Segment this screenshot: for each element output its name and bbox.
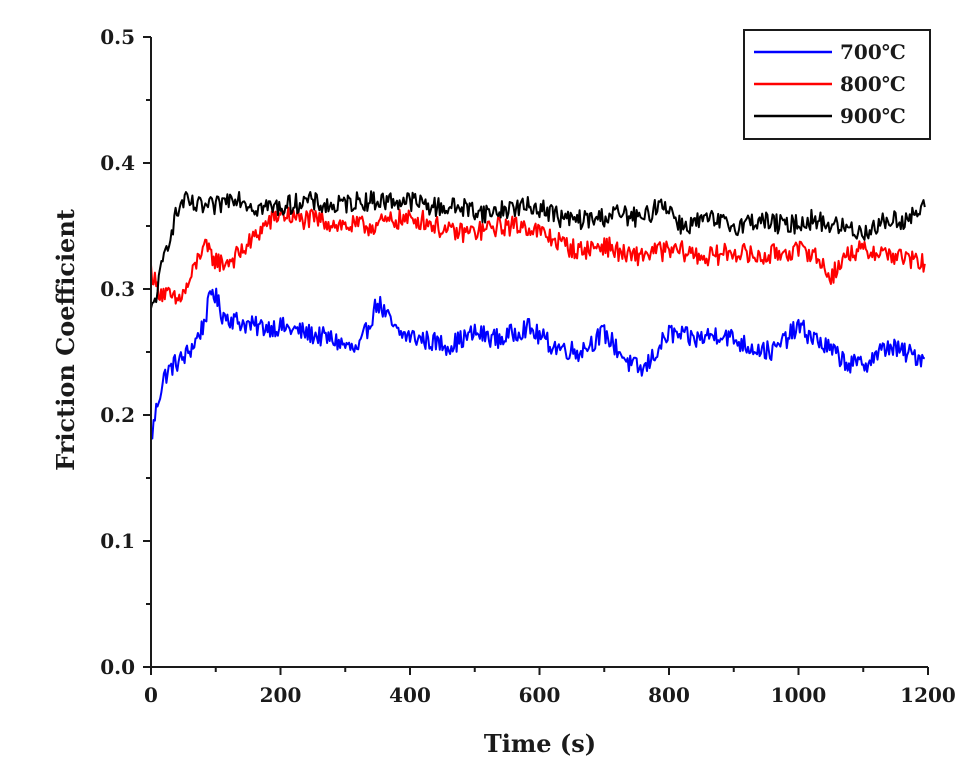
x-tick-label: 1200 — [900, 683, 956, 707]
series-line-2 — [150, 206, 926, 305]
series-line-1 — [150, 287, 925, 440]
y-tick-label: 0.1 — [100, 529, 135, 553]
y-axis-title: Friction Coefficient — [51, 209, 80, 471]
legend-label-1: 700℃ — [840, 40, 906, 64]
x-tick-label: 1000 — [771, 683, 827, 707]
legend-label-3: 900℃ — [840, 104, 906, 128]
y-tick-label: 0.3 — [100, 277, 135, 301]
legend-label-2: 800℃ — [840, 72, 906, 96]
y-ticks: 0.0 0.1 0.2 0.3 0.4 0.5 — [100, 25, 151, 679]
legend: 700℃ 800℃ 900℃ — [743, 29, 931, 140]
series-line-3 — [150, 190, 926, 309]
x-tick-label: 600 — [519, 683, 561, 707]
x-tick-label: 0 — [144, 683, 158, 707]
x-tick-label: 400 — [389, 683, 431, 707]
y-tick-label: 0.4 — [100, 151, 135, 175]
x-ticks: 0 200 400 600 800 1000 1200 — [144, 667, 956, 707]
y-tick-label: 0.0 — [100, 655, 135, 679]
x-tick-label: 200 — [260, 683, 302, 707]
y-tick-label: 0.2 — [100, 403, 135, 427]
x-axis-title: Time (s) — [484, 729, 596, 758]
plot-series-layer — [150, 190, 926, 440]
y-tick-label: 0.5 — [100, 25, 135, 49]
x-tick-label: 800 — [648, 683, 690, 707]
